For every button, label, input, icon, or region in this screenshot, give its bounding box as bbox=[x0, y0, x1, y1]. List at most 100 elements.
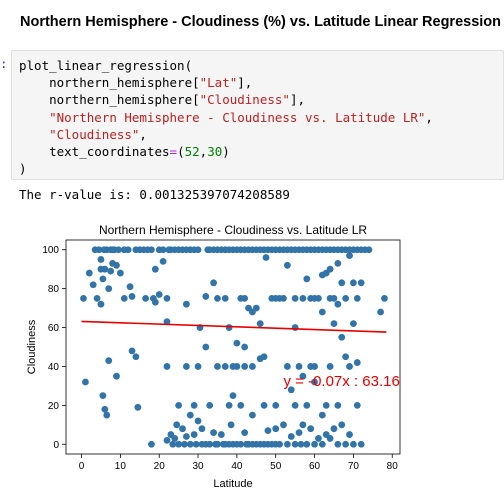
data-point bbox=[303, 440, 311, 448]
data-point bbox=[186, 411, 194, 419]
y-tick-label: 0 bbox=[53, 440, 59, 451]
data-point bbox=[120, 294, 128, 302]
x-tick-label: 70 bbox=[348, 461, 360, 472]
data-point bbox=[241, 294, 249, 302]
data-point bbox=[214, 294, 221, 302]
data-point bbox=[173, 421, 181, 429]
data-point bbox=[295, 363, 303, 370]
code-line-1: plot_linear_regression( bbox=[19, 58, 193, 73]
data-point bbox=[151, 298, 159, 306]
data-point bbox=[134, 403, 142, 411]
data-point bbox=[142, 294, 150, 302]
data-point bbox=[307, 425, 315, 433]
regression-line bbox=[81, 320, 387, 333]
code-editor[interactable]: plot_linear_regression( northern_hemisph… bbox=[19, 57, 433, 177]
data-point bbox=[186, 440, 194, 448]
data-point bbox=[192, 440, 200, 448]
data-point bbox=[322, 401, 330, 409]
cell-prompt: : bbox=[0, 56, 8, 71]
data-point bbox=[342, 440, 350, 448]
data-point bbox=[214, 440, 221, 448]
data-point bbox=[194, 363, 202, 370]
data-point bbox=[311, 440, 318, 448]
y-axis-label: Cloudiness bbox=[26, 319, 38, 374]
data-point bbox=[233, 363, 241, 370]
data-point bbox=[260, 401, 268, 409]
data-point bbox=[280, 421, 287, 429]
data-point bbox=[262, 254, 270, 261]
data-point bbox=[365, 246, 373, 254]
data-point bbox=[349, 320, 357, 328]
data-point bbox=[107, 267, 115, 275]
data-point bbox=[334, 259, 342, 267]
data-point bbox=[159, 246, 167, 254]
data-point bbox=[283, 440, 291, 448]
y-tick-label: 60 bbox=[48, 323, 60, 334]
data-point bbox=[113, 261, 120, 269]
code-cell[interactable]: plot_linear_regression( northern_hemisph… bbox=[11, 50, 504, 180]
data-point bbox=[252, 304, 260, 312]
x-tick-label: 50 bbox=[270, 461, 282, 472]
data-point bbox=[128, 347, 136, 355]
data-point bbox=[276, 440, 284, 448]
data-point bbox=[299, 294, 307, 302]
data-point bbox=[326, 435, 334, 442]
x-tick-label: 60 bbox=[309, 461, 321, 472]
data-point bbox=[225, 324, 233, 331]
x-tick-label: 80 bbox=[387, 461, 399, 472]
code-line-2: northern_hemisphere["Lat"], bbox=[49, 75, 253, 91]
regression-equation-label: y = -0.07x : 63.16 bbox=[283, 373, 399, 390]
x-tick-label: 30 bbox=[192, 461, 204, 472]
data-point bbox=[148, 440, 155, 448]
plot-frame bbox=[65, 239, 401, 455]
data-point bbox=[287, 386, 295, 394]
data-point bbox=[272, 425, 280, 433]
data-point bbox=[159, 258, 167, 265]
data-point bbox=[182, 433, 190, 440]
data-point bbox=[175, 440, 183, 448]
data-point bbox=[334, 300, 342, 308]
data-point bbox=[353, 294, 361, 302]
data-point bbox=[338, 333, 346, 341]
data-point bbox=[190, 431, 198, 438]
data-point bbox=[311, 363, 318, 370]
data-point bbox=[155, 291, 163, 298]
data-point bbox=[233, 339, 241, 347]
data-point bbox=[179, 425, 186, 433]
data-point bbox=[330, 425, 338, 433]
data-point bbox=[97, 256, 105, 263]
x-axis-label: Latitude bbox=[213, 478, 252, 490]
data-point bbox=[291, 401, 299, 409]
code-line-3: northern_hemisphere["Cloudiness"], bbox=[49, 92, 305, 108]
data-point bbox=[299, 421, 307, 429]
data-point bbox=[237, 440, 245, 448]
data-point bbox=[326, 265, 334, 273]
data-points bbox=[80, 246, 388, 448]
data-point bbox=[221, 363, 229, 370]
data-point bbox=[264, 427, 272, 435]
data-point bbox=[346, 363, 353, 370]
data-point bbox=[334, 440, 342, 448]
code-line-4: "Northern Hemisphere - Cloudiness vs. La… bbox=[49, 109, 433, 125]
data-point bbox=[303, 275, 311, 283]
data-point bbox=[377, 308, 384, 316]
y-tick-label: 80 bbox=[48, 284, 60, 295]
data-point bbox=[357, 440, 365, 448]
data-point bbox=[346, 252, 353, 259]
code-line-5: "Cloudiness", bbox=[49, 126, 147, 142]
data-point bbox=[287, 433, 295, 440]
chart-title: Northern Hemisphere - Cloudiness vs. Lat… bbox=[99, 223, 367, 237]
data-point bbox=[349, 279, 357, 287]
x-tick-label: 10 bbox=[115, 461, 127, 472]
data-point bbox=[381, 294, 388, 302]
data-point bbox=[82, 378, 89, 386]
data-point bbox=[357, 279, 365, 287]
data-point bbox=[225, 401, 233, 409]
data-point bbox=[115, 246, 122, 254]
data-point bbox=[283, 261, 291, 269]
data-point bbox=[93, 294, 101, 302]
data-point bbox=[202, 343, 210, 351]
data-point bbox=[206, 401, 214, 409]
data-point bbox=[272, 401, 280, 409]
data-point bbox=[227, 421, 235, 429]
